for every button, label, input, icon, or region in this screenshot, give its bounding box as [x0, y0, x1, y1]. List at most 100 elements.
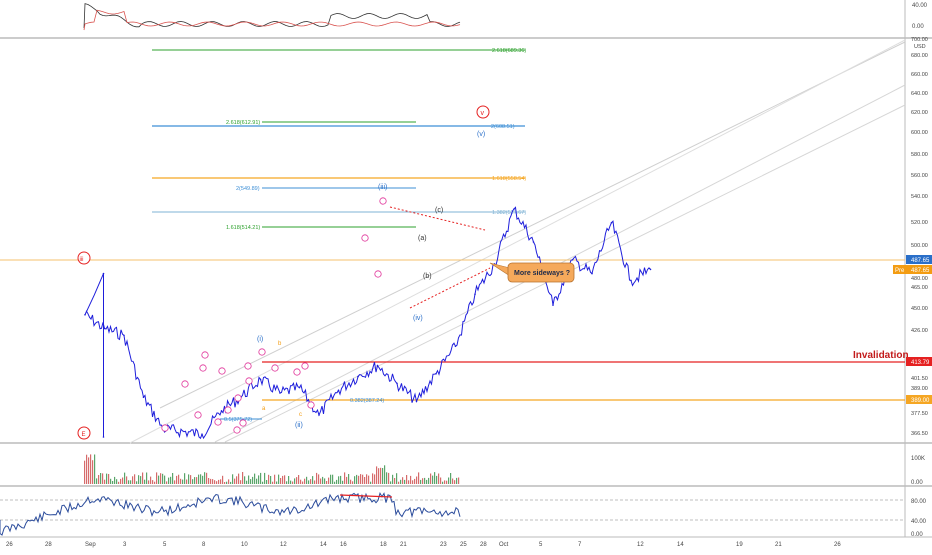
wave-c-paren: (c): [435, 207, 443, 214]
volume-bar: [296, 477, 298, 484]
volume-bar: [284, 475, 286, 484]
volume-bar: [402, 477, 404, 484]
volume-bar: [366, 474, 368, 484]
time-tick: 12: [280, 542, 287, 548]
volume-bar: [310, 479, 312, 484]
price-point: [610, 221, 613, 224]
volume-bar: [260, 472, 262, 484]
wave-marker: [307, 401, 315, 409]
price-axis-top: 700.00: [911, 37, 928, 43]
volume-bar: [116, 479, 118, 484]
volume-bar: [226, 481, 228, 484]
time-tick: 7: [578, 542, 582, 548]
price-point: [630, 279, 632, 282]
osc-divergence-line: [339, 494, 393, 498]
volume-bar: [144, 479, 146, 484]
wave-marker: [379, 197, 387, 205]
price-badge-orange: [906, 265, 932, 274]
volume-bar: [288, 476, 290, 484]
wave-marker: [181, 380, 189, 388]
price-tick: 450.00: [911, 306, 928, 312]
volume-bar: [170, 476, 172, 484]
fib-label-1618-orange: 1.618(558.54): [492, 176, 526, 182]
volume-bar: [430, 473, 432, 484]
volume-bar: [138, 475, 140, 484]
volume-bar: [414, 478, 416, 484]
price-tick: 500.00: [911, 243, 928, 249]
volume-bar: [164, 475, 166, 484]
volume-bar: [390, 481, 392, 484]
volume-tick-100k: 100K: [911, 456, 925, 462]
volume-bar: [100, 473, 102, 484]
price-tick: 366.50: [911, 431, 928, 437]
volume-bar: [446, 480, 448, 484]
volume-bar: [214, 480, 216, 484]
price-point: [435, 373, 437, 375]
volume-bar: [316, 472, 318, 484]
wave-marker: [293, 368, 301, 376]
volume-bar: [444, 480, 446, 484]
volume-bar: [406, 475, 408, 484]
price-tick: 600.00: [911, 130, 928, 136]
pink-wave-markers: [161, 197, 387, 434]
price-point: [259, 378, 262, 381]
volume-bar: [196, 477, 198, 484]
volume-bar: [376, 466, 378, 484]
osc-tick-0: 0.00: [911, 532, 923, 538]
volume-bar: [118, 481, 120, 484]
price-badge-blue: [906, 255, 932, 264]
wave-iii-circle: [77, 251, 91, 265]
time-tick: 16: [340, 542, 347, 548]
price-axis-ticks: 680.00 660.00 640.00 620.00 600.00 580.00 560.…: [911, 53, 928, 437]
volume-bar: [206, 472, 208, 484]
volume-bar: [268, 474, 270, 484]
volume-bar: [346, 476, 348, 484]
volume-bar: [320, 478, 322, 484]
volume-bar: [328, 477, 330, 484]
time-tick: 28: [45, 542, 52, 548]
volume-bar: [426, 479, 428, 484]
volume-bar: [160, 473, 162, 484]
top-indicator-line: [83, 3, 461, 29]
wave-a-small: a: [262, 406, 266, 412]
volume-bar: [340, 475, 342, 484]
volume-bar: [114, 476, 116, 484]
volume-bar: [248, 475, 250, 484]
volume-bar: [300, 479, 302, 484]
volume-bar: [276, 481, 278, 484]
time-tick: 3: [123, 542, 127, 548]
volume-bar: [428, 477, 430, 484]
volume-bar: [314, 480, 316, 484]
price-point: [103, 327, 106, 330]
time-tick: 14: [677, 542, 684, 548]
volume-bar: [364, 477, 366, 484]
price-tick: 620.00: [911, 110, 928, 116]
price-tick: 580.00: [911, 152, 928, 158]
wave-marker: [234, 394, 242, 402]
volume-bar: [358, 475, 360, 484]
volume-bar: [302, 481, 304, 484]
wave-marker: [361, 234, 369, 242]
volume-bar: [204, 472, 206, 484]
price-point: [415, 400, 418, 403]
price-tick: 389.00: [911, 386, 928, 392]
volume-bar: [96, 478, 98, 484]
sideways-callout-box[interactable]: [507, 262, 575, 283]
volume-bar: [192, 479, 194, 484]
volume-bar: [304, 478, 306, 484]
time-tick: 5: [163, 542, 167, 548]
price-badge-orange-low: [906, 395, 932, 404]
volume-bar: [140, 476, 142, 484]
volume-bar: [264, 472, 266, 484]
volume-bar: [244, 476, 246, 484]
volume-bar: [92, 460, 94, 484]
volume-bar: [128, 480, 130, 484]
volume-bar: [322, 476, 324, 484]
volume-bar: [408, 480, 410, 484]
price-point: [649, 268, 652, 271]
price-badge-pre-tag: [893, 265, 906, 274]
volume-bar: [416, 476, 418, 484]
price-badge-orange-text: 487.65: [911, 268, 930, 274]
price-tick: 520.00: [911, 220, 928, 226]
